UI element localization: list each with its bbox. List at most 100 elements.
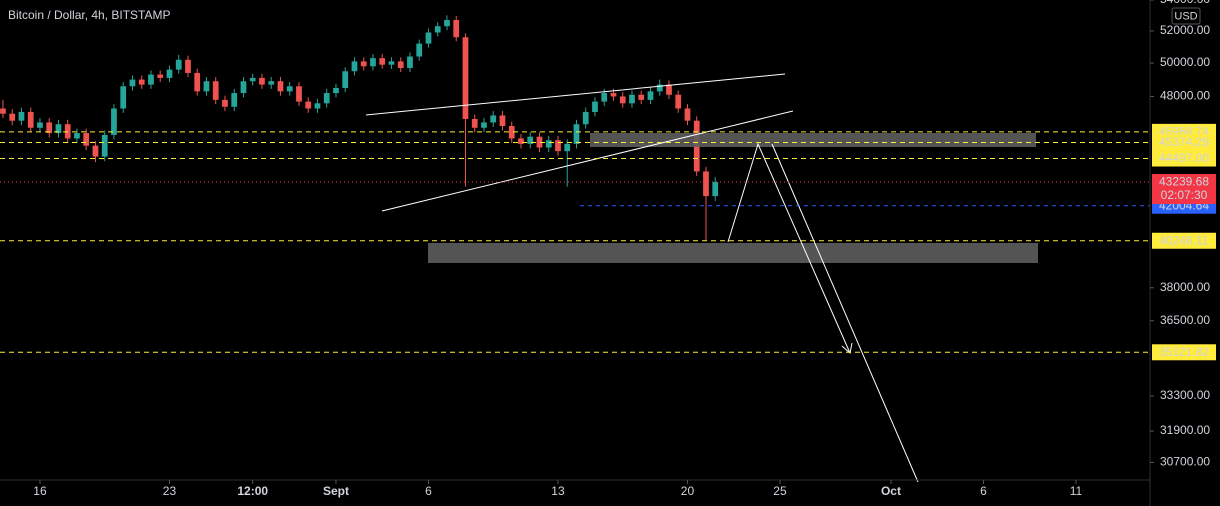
- candle-body: [592, 101, 598, 112]
- candle-body: [666, 84, 672, 95]
- candle-body: [564, 143, 571, 152]
- x-tick-label: 20: [681, 484, 695, 498]
- candle-body: [684, 108, 691, 121]
- candle-body: [647, 91, 654, 100]
- candle-body: [323, 93, 330, 104]
- y-tick-label: 52000.00: [1160, 23, 1210, 37]
- candle-body: [64, 124, 71, 139]
- x-tick-label: 11: [1070, 484, 1083, 498]
- x-tick-label: 16: [33, 484, 47, 498]
- level-label: 45374.29: [1159, 135, 1209, 149]
- candle-body: [555, 140, 561, 152]
- last-price-box: [1152, 173, 1216, 204]
- candle-body: [194, 72, 201, 92]
- x-tick-label: Oct: [881, 484, 901, 498]
- y-tick-label: 30700.00: [1160, 455, 1210, 469]
- candle-body: [601, 93, 608, 102]
- candle-body: [712, 181, 719, 197]
- candle-body: [212, 81, 219, 100]
- candle-body: [370, 58, 376, 67]
- candle-body: [434, 26, 441, 33]
- candle-body: [499, 115, 506, 126]
- candle-body: [0, 108, 6, 114]
- candle-body: [129, 79, 136, 87]
- drawings: [0, 73, 1150, 483]
- candle-body: [397, 61, 404, 68]
- candle-body: [74, 133, 80, 139]
- candle-body: [462, 37, 469, 119]
- arrow-head: [841, 342, 853, 354]
- y-tick-label: 50000.00: [1160, 55, 1210, 69]
- resistance-zone: [590, 133, 1036, 147]
- candle-body: [268, 81, 275, 85]
- level-label-box: [1152, 344, 1216, 361]
- candle-body: [286, 86, 293, 92]
- candle-body: [55, 124, 62, 134]
- projection-path: [771, 143, 919, 483]
- candle-body: [638, 94, 645, 100]
- candle-body: [166, 69, 173, 78]
- y-tick-label: 54000.00: [1160, 0, 1210, 6]
- candle-body: [703, 171, 709, 197]
- candle-body: [453, 19, 460, 38]
- candle-body: [185, 59, 191, 73]
- candle-body: [360, 61, 367, 67]
- candle-body: [333, 87, 339, 94]
- candle-body: [240, 81, 247, 94]
- candle-body: [342, 71, 349, 88]
- candle-body: [471, 118, 478, 128]
- candle-body: [416, 43, 423, 57]
- x-tick-label: 6: [425, 484, 432, 498]
- candle-body: [148, 74, 154, 85]
- candle-body: [101, 134, 108, 157]
- countdown-label: 02:07:30: [1161, 188, 1208, 202]
- candle-body: [259, 77, 265, 85]
- candle-body: [619, 96, 626, 104]
- candle-body: [675, 94, 682, 109]
- candle-body: [175, 59, 182, 70]
- candle-body: [83, 133, 90, 146]
- candle-body: [296, 86, 302, 102]
- candle-body: [203, 81, 210, 92]
- candle-body: [527, 136, 534, 144]
- candle-body: [277, 81, 284, 92]
- candle-body: [444, 19, 450, 27]
- level-label-box: [1152, 232, 1216, 249]
- candle-body: [379, 58, 386, 65]
- candle-body: [351, 61, 358, 72]
- candle-body: [231, 93, 238, 107]
- candle-body: [92, 145, 99, 157]
- plot-area: [0, 15, 719, 241]
- y-tick-label: 31900.00: [1160, 423, 1210, 437]
- candle-body: [545, 140, 552, 148]
- level-label: 35121.82: [1159, 345, 1209, 359]
- candle-body: [305, 101, 312, 109]
- x-tick-label: Sept: [323, 484, 349, 498]
- x-tick-label: 6: [980, 484, 987, 498]
- y-tick-label: 36500.00: [1160, 313, 1210, 327]
- last-price-label: 43239.68: [1159, 175, 1209, 189]
- support-zone: [428, 243, 1038, 263]
- candle-body: [490, 115, 497, 123]
- y-tick-label: 38000.00: [1160, 280, 1210, 294]
- level-label: 44497.00: [1159, 151, 1209, 165]
- currency-label: USD: [1174, 10, 1197, 22]
- candle-body: [120, 86, 127, 109]
- candle-body: [249, 77, 256, 82]
- candle-body: [111, 108, 117, 135]
- candle-body: [508, 125, 515, 139]
- candle-body: [157, 74, 164, 78]
- candle-body: [37, 122, 43, 128]
- level-label-box: [1152, 150, 1216, 167]
- candle-body: [573, 124, 580, 144]
- projection-path: [727, 142, 851, 354]
- candle-body: [388, 61, 395, 65]
- candle-body: [314, 103, 321, 109]
- candle-body: [536, 136, 543, 148]
- candle-body: [582, 111, 589, 125]
- candle-body: [46, 122, 53, 134]
- trend-line: [365, 73, 786, 116]
- candle-body: [138, 79, 145, 85]
- candle-body: [9, 113, 16, 121]
